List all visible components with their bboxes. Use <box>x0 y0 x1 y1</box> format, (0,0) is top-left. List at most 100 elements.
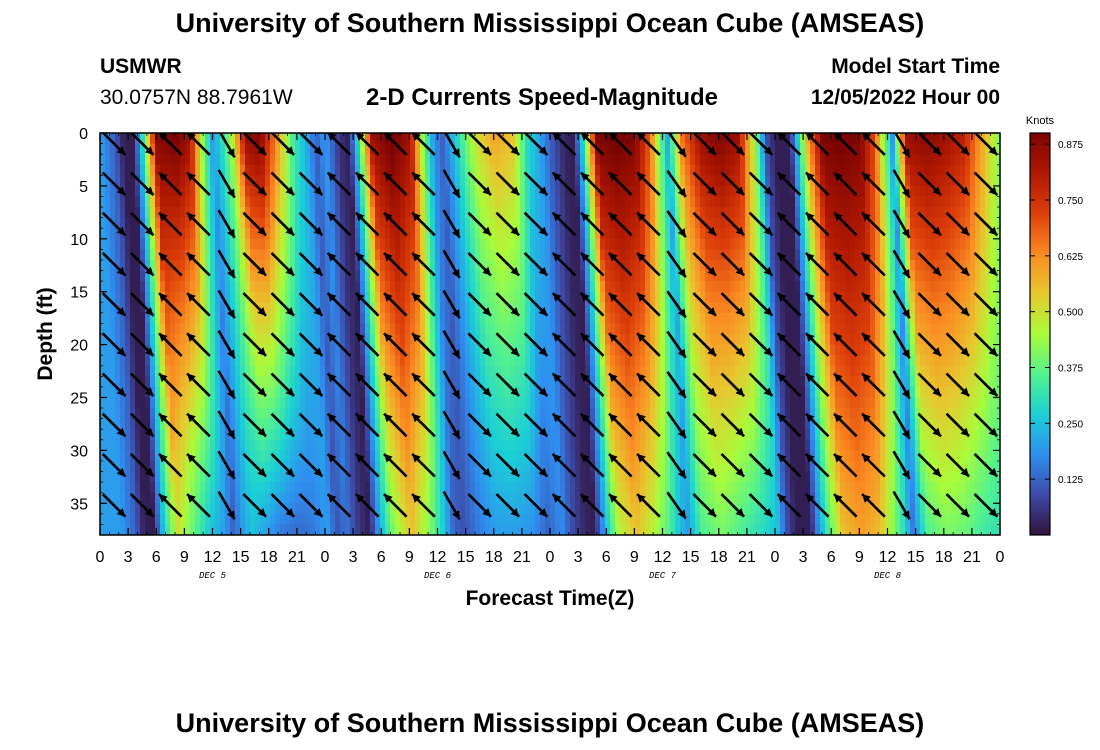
heatmap-cell <box>495 344 501 356</box>
heatmap-cell <box>100 164 106 176</box>
heatmap-cell <box>660 344 666 356</box>
heatmap-cell <box>375 323 381 335</box>
heatmap-cell <box>150 249 156 261</box>
heatmap-cell <box>185 334 191 346</box>
heatmap-cell <box>265 238 271 250</box>
heatmap-cell <box>690 249 696 261</box>
heatmap-cell <box>505 238 511 250</box>
heatmap-cell <box>605 429 611 441</box>
heatmap-cell <box>130 471 136 483</box>
heatmap-cell <box>385 429 391 441</box>
heatmap-cell <box>410 355 416 367</box>
heatmap-cell <box>315 450 321 462</box>
heatmap-cell <box>740 397 746 409</box>
heatmap-cell <box>135 355 141 367</box>
heatmap-cell <box>755 217 761 229</box>
heatmap-cell <box>515 397 521 409</box>
heatmap-cell <box>710 397 716 409</box>
heatmap-cell <box>200 492 206 504</box>
heatmap-cell <box>505 376 511 388</box>
heatmap-cell <box>325 228 331 240</box>
heatmap-cell <box>265 429 271 441</box>
heatmap-cell <box>405 249 411 261</box>
heatmap-cell <box>190 185 196 198</box>
heatmap-cell <box>480 418 486 430</box>
heatmap-cell <box>370 492 376 504</box>
heatmap-cell <box>460 365 466 377</box>
heatmap-cell <box>410 312 416 325</box>
heatmap-cell <box>270 291 276 303</box>
heatmap-cell <box>475 228 481 240</box>
heatmap-cell <box>580 386 586 399</box>
heatmap-cell <box>180 185 186 198</box>
heatmap-cell <box>385 397 391 409</box>
heatmap-cell <box>275 365 281 377</box>
heatmap-cell <box>620 270 626 282</box>
heatmap-cell <box>655 270 661 282</box>
heatmap-cell <box>300 196 306 208</box>
heatmap-cell <box>250 196 256 208</box>
heatmap-cell <box>385 471 391 483</box>
heatmap-cell <box>610 386 616 399</box>
heatmap-cell <box>690 185 696 198</box>
heatmap-cell <box>370 439 376 451</box>
heatmap-cell <box>570 482 576 494</box>
heatmap-cell <box>200 386 206 399</box>
heatmap-cell <box>335 408 341 420</box>
heatmap-cell <box>755 133 761 145</box>
heatmap-cell <box>655 408 661 420</box>
heatmap-cell <box>505 344 511 356</box>
heatmap-cell <box>185 185 191 198</box>
heatmap-cell <box>720 397 726 409</box>
heatmap-cell <box>360 397 366 409</box>
heatmap-cell <box>570 133 576 145</box>
heatmap-cell <box>510 334 516 346</box>
heatmap-cell <box>375 175 381 187</box>
heatmap-cell <box>285 365 291 377</box>
heatmap-cell <box>370 312 376 325</box>
heatmap-cell <box>410 513 416 526</box>
heatmap-cell <box>470 143 476 155</box>
heatmap-cell <box>675 334 681 346</box>
heatmap-cell <box>440 524 446 535</box>
heatmap-cell <box>580 302 586 314</box>
heatmap-cell <box>555 482 561 494</box>
heatmap-cell <box>680 217 686 229</box>
heatmap-cell <box>515 302 521 314</box>
heatmap-cell <box>315 460 321 473</box>
heatmap-cell <box>460 143 466 155</box>
heatmap-cell <box>515 133 521 145</box>
heatmap-cell <box>725 408 731 420</box>
heatmap-cell <box>645 249 651 261</box>
heatmap-cell <box>180 196 186 208</box>
heatmap-cell <box>360 143 366 155</box>
heatmap-cell <box>415 196 421 208</box>
heatmap-cell <box>285 207 291 219</box>
heatmap-cell <box>270 185 276 198</box>
heatmap-cell <box>555 460 561 473</box>
heatmap-cell <box>565 418 571 430</box>
heatmap-cell <box>750 323 756 335</box>
heatmap-cell <box>595 196 601 208</box>
heatmap-cell <box>350 323 356 335</box>
heatmap-cell <box>660 471 666 483</box>
heatmap-cell <box>525 196 531 208</box>
heatmap-cell <box>315 312 321 325</box>
heatmap-cell <box>410 196 416 208</box>
heatmap-cell <box>360 302 366 314</box>
heatmap-cell <box>320 471 326 483</box>
heatmap-cell <box>200 460 206 473</box>
heatmap-cell <box>650 450 656 462</box>
heatmap-cell <box>295 450 301 462</box>
heatmap-cell <box>495 259 501 272</box>
heatmap-cell <box>225 143 231 155</box>
heatmap-cell <box>690 281 696 293</box>
heatmap-cell <box>355 143 361 155</box>
heatmap-cell <box>475 291 481 303</box>
heatmap-cell <box>500 312 506 325</box>
heatmap-cell <box>380 386 386 399</box>
heatmap-cell <box>585 513 591 526</box>
heatmap-cell <box>490 143 496 155</box>
heatmap-cell <box>605 513 611 526</box>
heatmap-cell <box>410 323 416 335</box>
